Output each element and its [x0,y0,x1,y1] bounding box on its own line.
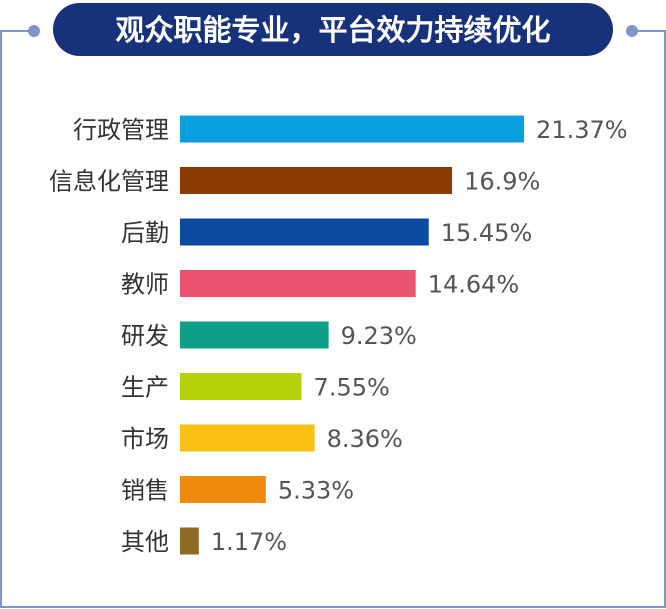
category-label: 信息化管理 [49,168,169,196]
frame-right-dot [626,25,638,37]
bar [180,218,429,246]
value-label: 15.45% [441,219,533,247]
bar [180,270,416,297]
category-label: 教师 [121,271,169,299]
value-label: 14.64% [428,271,520,299]
value-label: 16.9% [464,168,540,196]
value-label: 9.23% [341,322,417,350]
frame-left-dot [28,25,40,37]
bar [180,167,453,194]
bar [180,321,329,349]
category-label: 行政管理 [73,116,169,144]
value-label: 21.37% [536,116,628,144]
bar [180,424,315,452]
value-label: 5.33% [278,477,354,505]
category-label: 市场 [121,425,169,453]
category-label: 销售 [121,477,169,505]
bar [180,476,266,503]
bar [180,373,302,400]
value-label: 8.36% [327,425,403,453]
value-label: 7.55% [314,374,390,402]
bar [180,527,199,555]
frame-border [0,25,666,608]
value-label: 1.17% [211,528,287,556]
category-label: 其他 [121,528,169,556]
bars-group: 行政管理 21.37% 信息化管理 16.9% 后勤 15.45% 教师 14.64% 研发 9.… [49,115,628,556]
category-label: 后勤 [121,219,169,247]
bar [180,115,525,143]
category-label: 生产 [121,374,169,402]
title-banner: 观众职能专业，平台效力持续优化 [53,3,613,56]
chart-title: 观众职能专业，平台效力持续优化 [115,13,550,47]
category-label: 研发 [121,322,169,350]
title-pill [53,3,613,56]
